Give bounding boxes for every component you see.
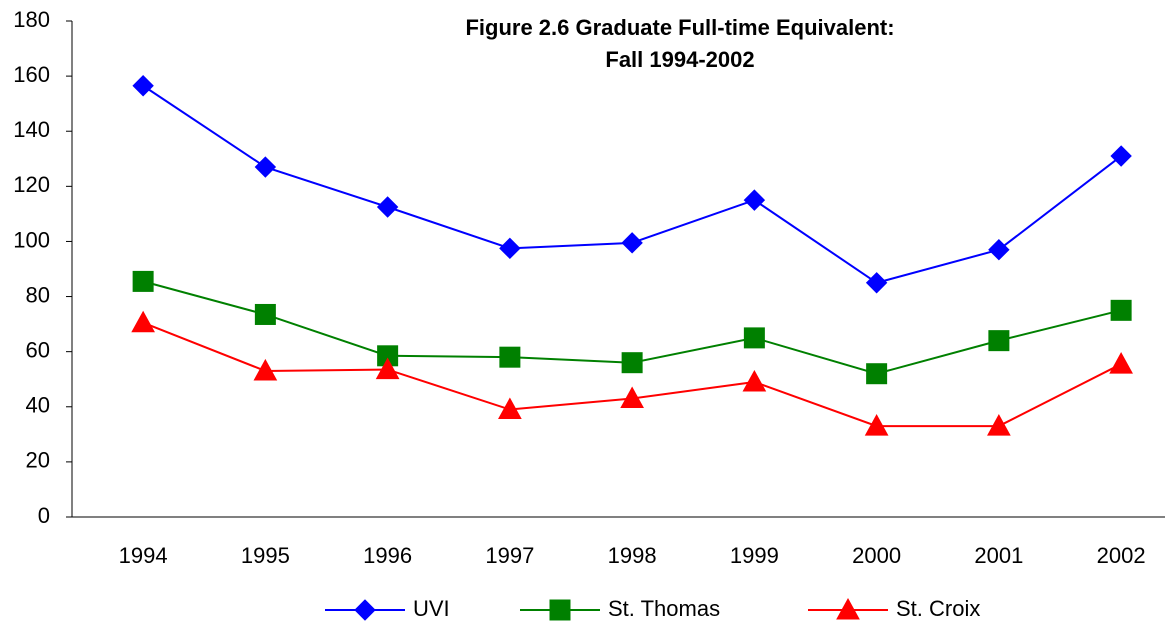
- x-tick-label: 2001: [974, 543, 1023, 568]
- x-tick-label: 1994: [119, 543, 168, 568]
- x-tick-label: 1997: [485, 543, 534, 568]
- data-point: [499, 346, 521, 368]
- data-point: [743, 327, 765, 349]
- legend-label: St. Croix: [896, 596, 980, 621]
- data-point: [132, 75, 154, 97]
- x-tick-label: 2000: [852, 543, 901, 568]
- chart-title: Figure 2.6 Graduate Full-time Equivalent…: [465, 15, 894, 40]
- y-tick-label: 180: [13, 7, 50, 32]
- data-point: [621, 232, 643, 254]
- x-tick-label: 1995: [241, 543, 290, 568]
- legend-marker: [836, 597, 860, 620]
- data-point: [866, 363, 888, 385]
- x-tick-label: 1998: [608, 543, 657, 568]
- data-point: [743, 189, 766, 211]
- data-point: [1110, 299, 1132, 321]
- data-point: [499, 237, 521, 260]
- legend-marker: [354, 599, 376, 621]
- y-tick-label: 120: [13, 172, 50, 197]
- data-point: [621, 352, 643, 374]
- y-tick-label: 140: [13, 117, 50, 142]
- y-tick-label: 100: [13, 227, 50, 252]
- y-tick-label: 160: [13, 62, 50, 87]
- data-point: [132, 270, 154, 292]
- data-point: [1110, 145, 1132, 167]
- series-line: [142, 321, 1122, 428]
- data-point: [865, 272, 888, 294]
- data-point: [620, 386, 644, 409]
- data-point: [131, 310, 155, 333]
- data-point: [376, 196, 399, 218]
- data-point: [498, 397, 522, 420]
- chart-title: Fall 1994-2002: [605, 47, 754, 72]
- x-tick-label: 2002: [1097, 543, 1146, 568]
- data-point: [742, 369, 767, 392]
- x-tick-label: 1999: [730, 543, 779, 568]
- data-point: [987, 414, 1011, 436]
- data-point: [1109, 352, 1133, 374]
- y-tick-label: 80: [26, 282, 50, 307]
- data-point: [988, 330, 1010, 352]
- data-point: [253, 358, 278, 381]
- y-tick-label: 0: [38, 503, 50, 528]
- data-point: [375, 357, 400, 380]
- y-tick-label: 20: [26, 448, 50, 473]
- y-tick-label: 40: [26, 393, 50, 418]
- x-tick-label: 1996: [363, 543, 412, 568]
- legend-marker: [549, 599, 571, 621]
- legend-label: UVI: [413, 596, 450, 621]
- data-point: [864, 414, 889, 436]
- legend-label: St. Thomas: [608, 596, 720, 621]
- data-point: [254, 156, 277, 178]
- data-point: [254, 303, 276, 325]
- y-tick-label: 60: [26, 337, 50, 362]
- data-point: [988, 239, 1010, 261]
